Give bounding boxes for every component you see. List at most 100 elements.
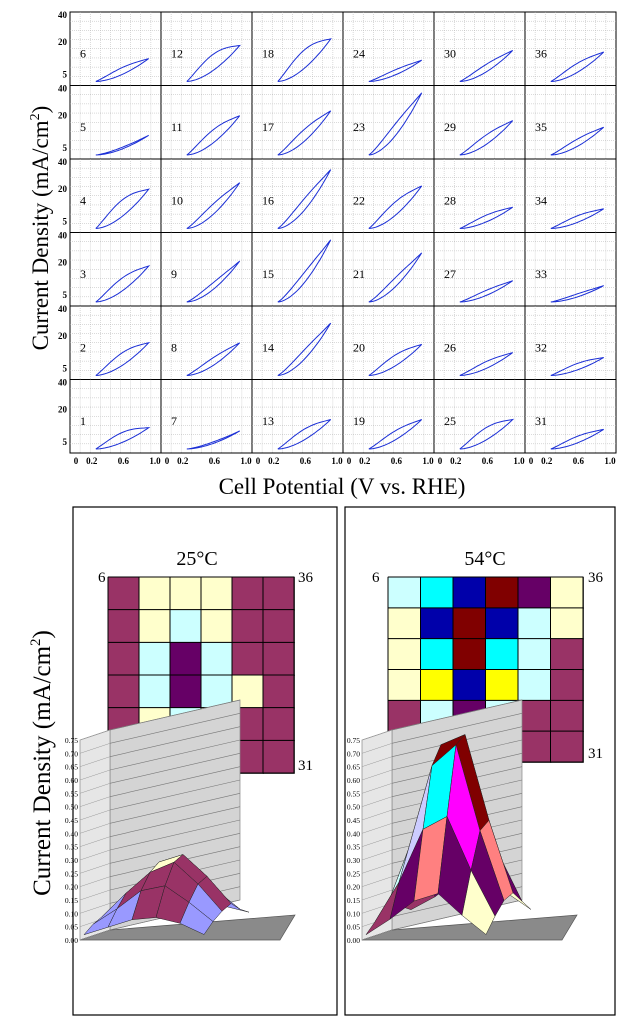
panel-label: 7 xyxy=(171,414,177,428)
z-tick-label: 0.20 xyxy=(347,883,360,892)
x-tick-label: 0 xyxy=(256,456,261,466)
panel-16: 16 xyxy=(251,158,344,233)
iv-curve xyxy=(95,188,151,229)
heatmap-cell xyxy=(517,576,552,609)
iv-curve xyxy=(368,92,423,156)
heatmap-cell xyxy=(452,607,487,640)
iv-curve xyxy=(368,343,423,376)
iv-curve xyxy=(550,51,605,82)
panel-label: 13 xyxy=(262,414,274,428)
z-tick-label: 0.15 xyxy=(65,896,78,905)
panel-label: 3 xyxy=(80,267,86,281)
iv-curve xyxy=(95,58,149,82)
surface-gridline xyxy=(109,766,241,797)
y-axis-label-superscript: 2 xyxy=(28,113,43,120)
heatmap-cell xyxy=(420,669,454,702)
panel-label: 28 xyxy=(444,194,456,208)
iv-curve xyxy=(550,428,604,450)
panel-label: 8 xyxy=(171,341,177,355)
surface-gridline xyxy=(109,726,241,757)
heatmap-cell xyxy=(107,609,140,644)
heatmap-cell xyxy=(517,669,552,702)
y-tick-label: 20 xyxy=(58,405,68,415)
heatmap-cell xyxy=(107,576,140,611)
y-tick-label: 20 xyxy=(58,184,68,194)
panel-25c-frame xyxy=(72,506,338,1016)
surface-gridline xyxy=(109,753,241,784)
iv-curve xyxy=(368,252,423,303)
panel-frame xyxy=(433,379,526,454)
heatmap-54c-label-top-right: 36 xyxy=(588,570,604,586)
y-tick-label: 20 xyxy=(58,37,68,47)
surface-gridline xyxy=(79,836,111,847)
panel-frame xyxy=(160,85,253,160)
surface-gridline xyxy=(361,743,393,754)
panel-frame xyxy=(160,379,253,454)
iv-curve xyxy=(95,427,151,450)
panel-21: 21 xyxy=(342,232,435,307)
panel-24: 24 xyxy=(342,11,435,86)
panel-label: 18 xyxy=(262,47,274,61)
y-tick-label: 5 xyxy=(63,364,68,374)
panel-label: 34 xyxy=(535,194,547,208)
panel-label: 5 xyxy=(80,120,86,134)
heatmap-cell xyxy=(485,638,519,671)
panel-label: 9 xyxy=(171,267,177,281)
surface-plot-25c: 0.75 0.70 0.65 0.60 0.55 0.50 0.45 0.40 0.35 0.30… xyxy=(65,699,296,945)
surface-gridline xyxy=(361,876,393,887)
panel-11: 11 xyxy=(160,85,253,160)
iv-curve xyxy=(95,341,151,376)
surface-facet xyxy=(179,901,214,935)
panel-15: 15 xyxy=(251,232,344,307)
y-axis-label-text: Current Density (mA/cm xyxy=(28,120,53,350)
panel-label: 1 xyxy=(80,414,86,428)
panel-label: 36 xyxy=(535,47,547,61)
heatmap-cell xyxy=(262,707,295,742)
panel-label: 27 xyxy=(444,267,456,281)
z-tick-label: 0.50 xyxy=(347,803,360,812)
surface-gridline xyxy=(79,743,111,754)
panel-5: 5 xyxy=(69,85,162,160)
surface-gridline xyxy=(361,863,393,874)
z-tick-label: 0.50 xyxy=(65,803,78,812)
surface-gridline xyxy=(109,699,241,731)
panel-12: 12 xyxy=(160,11,253,86)
z-tick-label: 0.10 xyxy=(65,909,78,918)
panel-9: 9 xyxy=(160,232,253,307)
z-tick-label: 0.40 xyxy=(347,829,360,838)
heatmap-cell xyxy=(485,576,519,609)
z-tick-label: 0.05 xyxy=(65,923,78,932)
heatmap-cell xyxy=(550,669,584,702)
panel-label: 10 xyxy=(171,194,183,208)
heatmap-54c-label-top-left: 6 xyxy=(372,570,380,586)
panel-label: 19 xyxy=(353,414,365,428)
x-tick-label: 0.2 xyxy=(359,456,371,466)
surface-gridline xyxy=(361,783,393,794)
surface-plot-54c: 0.75 0.70 0.65 0.60 0.55 0.50 0.45 0.40 0.35 0.30… xyxy=(347,699,578,945)
panel-label: 32 xyxy=(535,341,547,355)
bottom-y-axis-label-close: ) xyxy=(29,630,56,638)
panel-30: 30 xyxy=(433,11,526,86)
y-tick-label: 5 xyxy=(63,217,68,227)
panel-label: 24 xyxy=(353,47,365,61)
heatmap-cell xyxy=(420,607,454,640)
panel-grid: 6 12 18 24 30 365 11 17 23 29 354 10 16 22 28 343 9 15 21 2… xyxy=(58,10,617,466)
z-tick-label: 0.00 xyxy=(347,936,360,945)
surface-gridline xyxy=(79,809,111,821)
surface-gridline xyxy=(79,849,111,861)
panel-6: 6 xyxy=(69,11,162,86)
iv-curve xyxy=(186,115,241,156)
surface-gridline xyxy=(79,729,111,741)
panel-frame xyxy=(524,232,617,307)
y-tick-label: 20 xyxy=(58,111,68,121)
y-axis-label: Current Density (mA/cm2) xyxy=(28,106,53,351)
y-tick-label: 5 xyxy=(63,437,68,447)
panel-frame xyxy=(524,305,617,380)
iv-curve xyxy=(550,285,604,303)
panel-34: 34 xyxy=(524,158,617,233)
panel-label: 15 xyxy=(262,267,274,281)
bottom-y-axis-label-text: Current Density (mA/cm xyxy=(29,645,56,896)
heatmap-cell xyxy=(138,674,171,709)
iv-curve xyxy=(95,264,151,303)
y-tick-label: 40 xyxy=(58,10,68,20)
